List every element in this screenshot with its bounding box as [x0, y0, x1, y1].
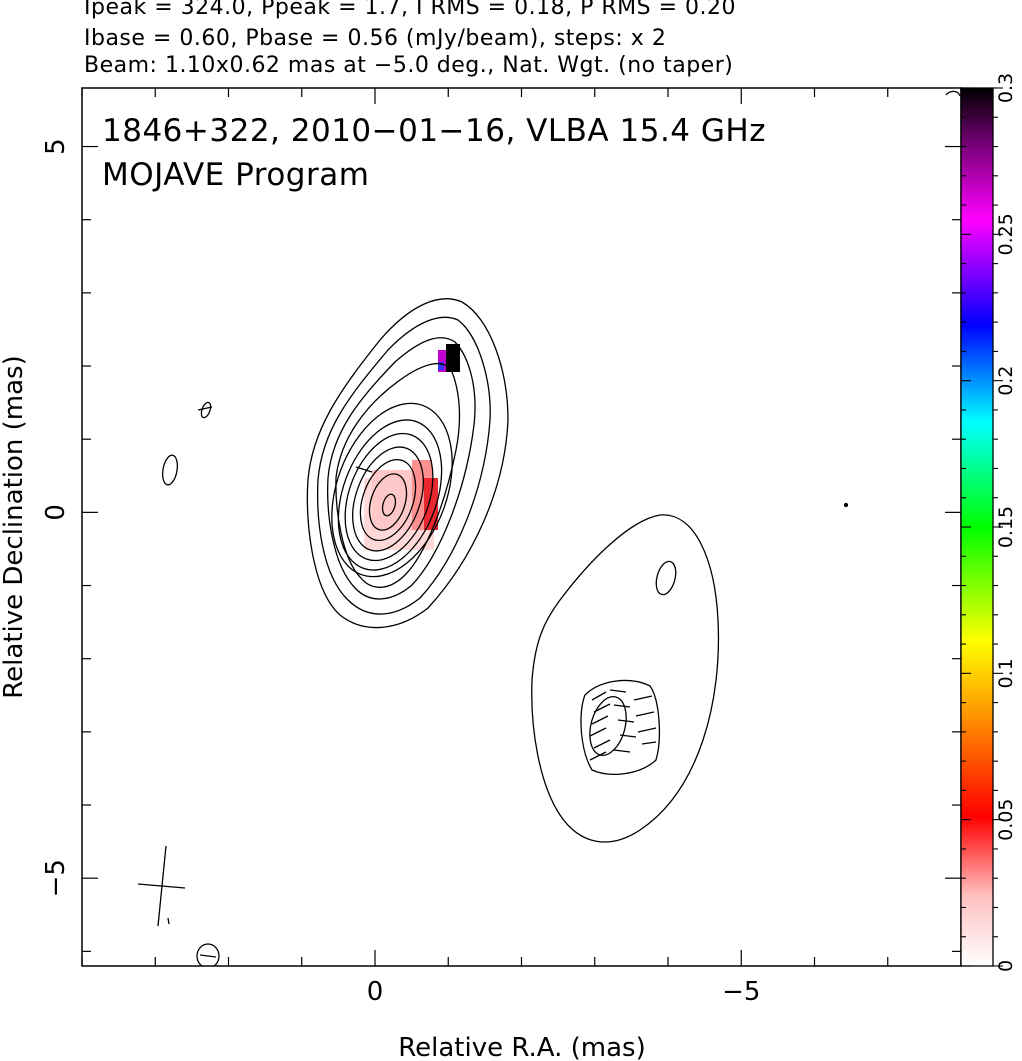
core-contour-4: [335, 362, 461, 588]
plot-title-line-2: MOJAVE Program: [102, 157, 369, 193]
colorbar-tick-label: 0.2: [995, 366, 1017, 396]
beam-cross: [137, 845, 186, 927]
colorbar-tick-label: 0.15: [995, 506, 1017, 548]
evpa-vectors: [197, 406, 657, 958]
y-tick-label: −5: [41, 859, 71, 897]
colorbar-tick-label: 0.3: [995, 73, 1017, 103]
y-axis-label: Relative Declination (mas): [0, 355, 29, 698]
y-tick-label: 5: [41, 138, 71, 155]
core-contour-10: [368, 473, 408, 531]
core-contour-11: [381, 493, 397, 517]
colorbar-tick-label: 0.1: [995, 658, 1017, 688]
colorbar-tick-labels: 0 0.05 0.1 0.15 0.2 0.25 0.3: [995, 73, 1017, 972]
jet-contour-inner: [580, 679, 660, 775]
colorbar-ticks: [961, 87, 1003, 967]
noise-contour-3: [196, 943, 220, 966]
y-tick-label: 0: [41, 504, 71, 521]
x-tick-label: −5: [722, 977, 760, 1007]
header-line-2: Ibase = 0.60, Pbase = 0.56 (mJy/beam), s…: [84, 26, 667, 51]
colorbar-tick-label: 0: [995, 960, 1017, 972]
y-axis-ticks: [82, 145, 961, 952]
noise-contour-1: [161, 454, 179, 486]
colorbar-tick-label: 0.05: [995, 799, 1017, 841]
core-contour-8: [352, 446, 424, 552]
core-contour-7: [344, 432, 434, 562]
x-tick-labels: 0 −5: [367, 977, 761, 1007]
core-contour-6: [337, 419, 443, 571]
jet-contour-knot: [655, 560, 677, 596]
core-contour-9: [359, 458, 417, 542]
core-contour-5: [331, 402, 453, 578]
x-axis-label: Relative R.A. (mas): [398, 1033, 645, 1061]
noise-dot: [843, 502, 849, 508]
x-axis-ticks: [81, 88, 962, 966]
core-contour-2: [317, 316, 491, 615]
core-contour-3: [327, 337, 476, 600]
header-line-3: Beam: 1.10x0.62 mas at −5.0 deg., Nat. W…: [84, 53, 734, 78]
jet-contour-outer: [531, 514, 720, 843]
plot-frame: [81, 87, 962, 967]
core-contour-outer: [306, 298, 509, 629]
x-tick-label: 0: [367, 977, 384, 1007]
colorbar-tick-label: 0.25: [995, 213, 1017, 255]
plot-title-line-1: 1846+322, 2010−01−16, VLBA 15.4 GHz: [102, 113, 766, 149]
noise-contour-4: [945, 90, 961, 97]
header-line-1: Ipeak = 324.0, Ppeak = 1.7, I RMS = 0.18…: [84, 0, 736, 20]
contour-lines: [161, 90, 961, 966]
y-tick-labels: 5 0 −5: [41, 138, 71, 897]
